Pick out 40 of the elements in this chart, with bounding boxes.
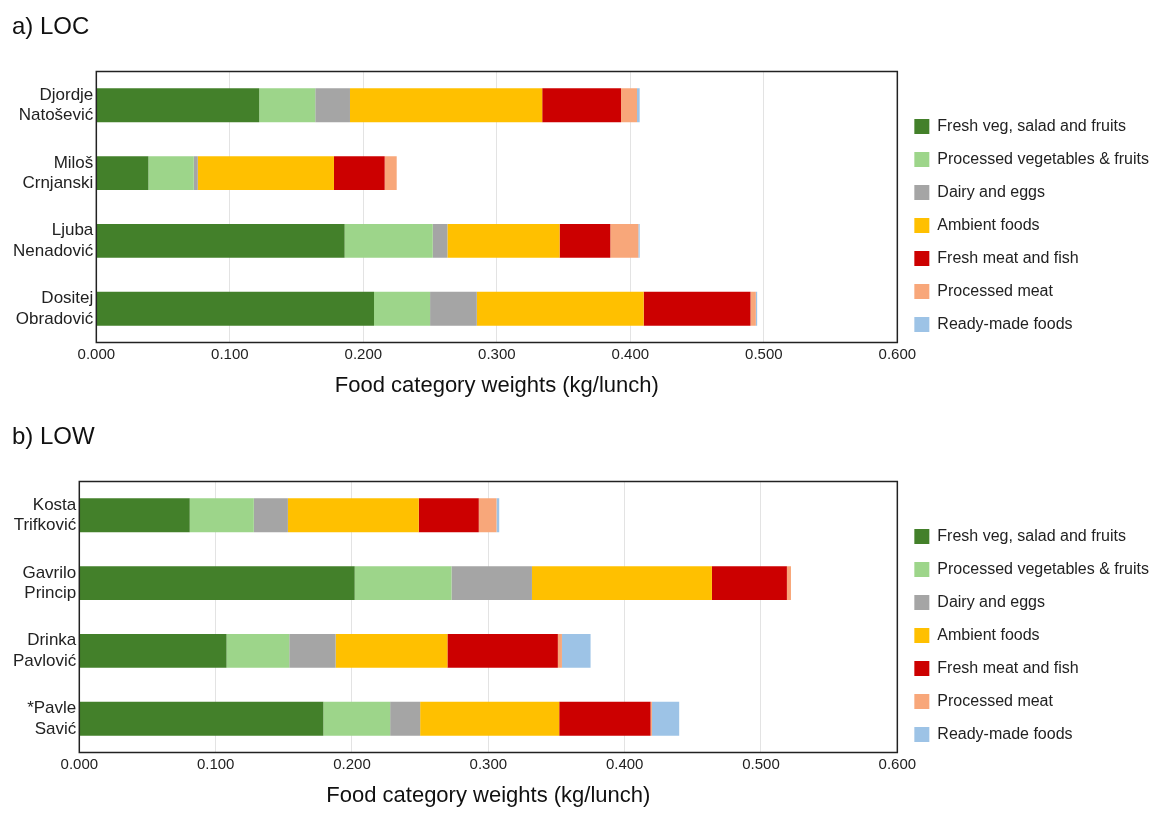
legend-label: Ambient foods xyxy=(937,625,1040,643)
x-tick-label: 0.400 xyxy=(611,344,650,362)
legend-label: Dairy and eggs xyxy=(937,182,1045,200)
legend-label: Fresh veg, salad and fruits xyxy=(937,526,1126,544)
legend-label: Processed meat xyxy=(937,691,1054,709)
y-tick-label: Drinka Pavlović xyxy=(12,630,77,670)
x-tick-label: 0.600 xyxy=(878,754,917,772)
x-tick-label: 0.500 xyxy=(745,344,783,362)
x-tick-label: 0.200 xyxy=(333,754,371,772)
y-tick-label: Dositej Obradović xyxy=(15,288,94,328)
x-axis-title: Food category weights (kg/lunch) xyxy=(326,781,651,807)
legend-label: Processed vegetables & fruits xyxy=(937,559,1150,577)
legend-label: Ambient foods xyxy=(937,215,1040,233)
legend-label: Ready-made foods xyxy=(937,314,1073,332)
y-tick-label: Gavrilo Princip xyxy=(22,562,77,602)
y-tick-label: Miloš Crnjanski xyxy=(22,152,94,192)
x-tick-label: 0.100 xyxy=(211,344,249,362)
y-tick-label: Kosta Trifković xyxy=(13,494,77,535)
legend-label: Fresh meat and fish xyxy=(937,658,1079,676)
y-tick-label: Djordje Natošević xyxy=(18,84,94,125)
legend-label: Ready-made foods xyxy=(937,724,1073,742)
x-tick-label: 0.400 xyxy=(605,754,644,772)
y-tick-label: Ljuba Nenadović xyxy=(13,220,94,260)
x-tick-label: 0.600 xyxy=(878,344,917,362)
x-tick-label: 0.000 xyxy=(60,754,99,772)
x-tick-label: 0.100 xyxy=(196,754,235,772)
y-tick-label: *Pavle Savić xyxy=(27,698,77,738)
legend-label: Dairy and eggs xyxy=(937,592,1045,610)
legend-label: Fresh meat and fish xyxy=(937,248,1079,266)
legend-label: Fresh veg, salad and fruits xyxy=(937,116,1126,134)
x-tick-label: 0.300 xyxy=(478,344,516,362)
legend-label: Processed vegetables & fruits xyxy=(937,149,1150,167)
x-axis-title: Food category weights (kg/lunch) xyxy=(334,371,659,397)
chart-title: b) LOW xyxy=(12,422,95,450)
x-tick-label: 0.200 xyxy=(344,344,383,362)
x-tick-label: 0.000 xyxy=(77,344,116,362)
x-tick-label: 0.500 xyxy=(742,754,780,772)
legend-label: Processed meat xyxy=(937,281,1054,299)
x-tick-label: 0.300 xyxy=(469,754,508,772)
chart-title: a) LOC xyxy=(12,12,90,40)
